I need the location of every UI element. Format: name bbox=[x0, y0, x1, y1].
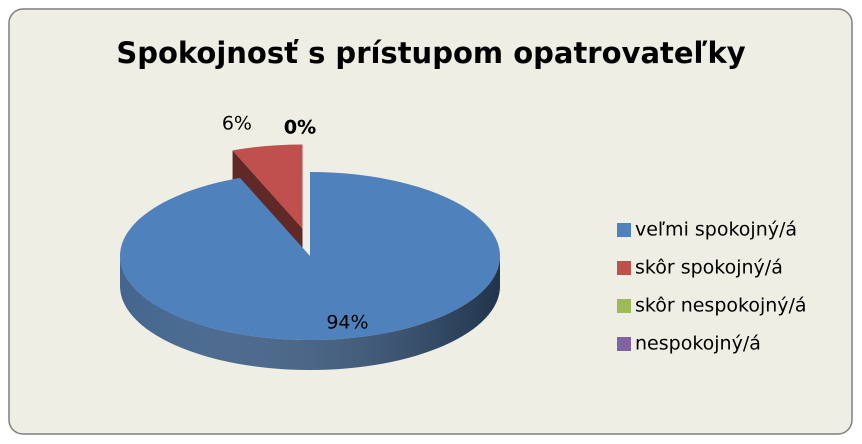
legend-swatch bbox=[617, 337, 631, 351]
legend-swatch bbox=[617, 299, 631, 313]
data-label: 94% bbox=[326, 312, 368, 334]
legend-label: nespokojný/á bbox=[635, 333, 761, 355]
pie bbox=[120, 144, 501, 370]
chart-title: Spokojnosť s prístupom opatrovateľky bbox=[116, 36, 745, 70]
legend-label: veľmi spokojný/á bbox=[635, 219, 797, 241]
legend-swatch bbox=[617, 223, 631, 237]
data-label: 0% bbox=[284, 117, 316, 139]
legend-label: skôr spokojný/á bbox=[635, 257, 783, 279]
data-label: 6% bbox=[222, 112, 252, 134]
legend: veľmi spokojný/á skôr spokojný/á skôr nesp… bbox=[617, 219, 807, 355]
data-label: 0% bbox=[284, 117, 316, 139]
slice-side-shade bbox=[120, 256, 500, 370]
legend-label: skôr nespokojný/á bbox=[635, 295, 807, 317]
slice bbox=[232, 144, 303, 229]
slice bbox=[120, 172, 501, 340]
legend-swatch bbox=[617, 261, 631, 275]
